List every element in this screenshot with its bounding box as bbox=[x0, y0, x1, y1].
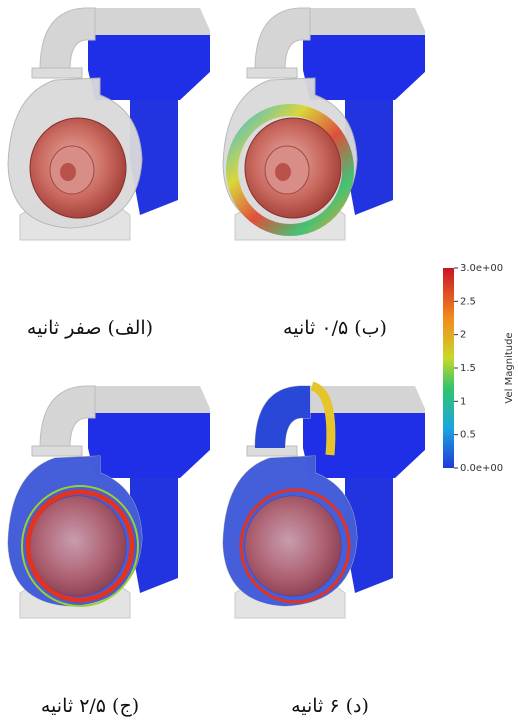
colorbar-tick-label: 0.0e+00 bbox=[460, 463, 503, 474]
colorbar-tick-label: 2 bbox=[460, 330, 466, 341]
caption: (د) ۶ ثانیه bbox=[291, 695, 369, 717]
colorbar-tick-label: 1.5 bbox=[460, 363, 476, 374]
colorbar-ramp bbox=[443, 268, 454, 468]
panel-b bbox=[223, 8, 427, 240]
panel-a bbox=[8, 8, 212, 240]
caption: (ب) ۰/۵ ثانیه bbox=[283, 317, 387, 339]
colorbar-tick-label: 1 bbox=[460, 396, 466, 407]
colorbar-label: Vel Magnitude bbox=[504, 332, 515, 403]
caption: (الف) صفر ثانیه bbox=[27, 317, 153, 339]
colorbar-tick-label: 2.5 bbox=[460, 296, 476, 307]
colorbar: Vel Magnitude 3.0e+00 2.5 2 1.5 1 0.5 0.0e+00 bbox=[443, 263, 515, 474]
panel-c bbox=[8, 386, 212, 618]
figure: (الف) صفر ثانیه (ب) ۰/۵ ثانیه (ج) ۲/۵ ثا… bbox=[0, 0, 518, 722]
colorbar-tick-label: 3.0e+00 bbox=[460, 263, 503, 274]
panel-d bbox=[223, 386, 427, 618]
colorbar-tick-label: 0.5 bbox=[460, 430, 476, 441]
caption: (ج) ۲/۵ ثانیه bbox=[41, 695, 139, 717]
